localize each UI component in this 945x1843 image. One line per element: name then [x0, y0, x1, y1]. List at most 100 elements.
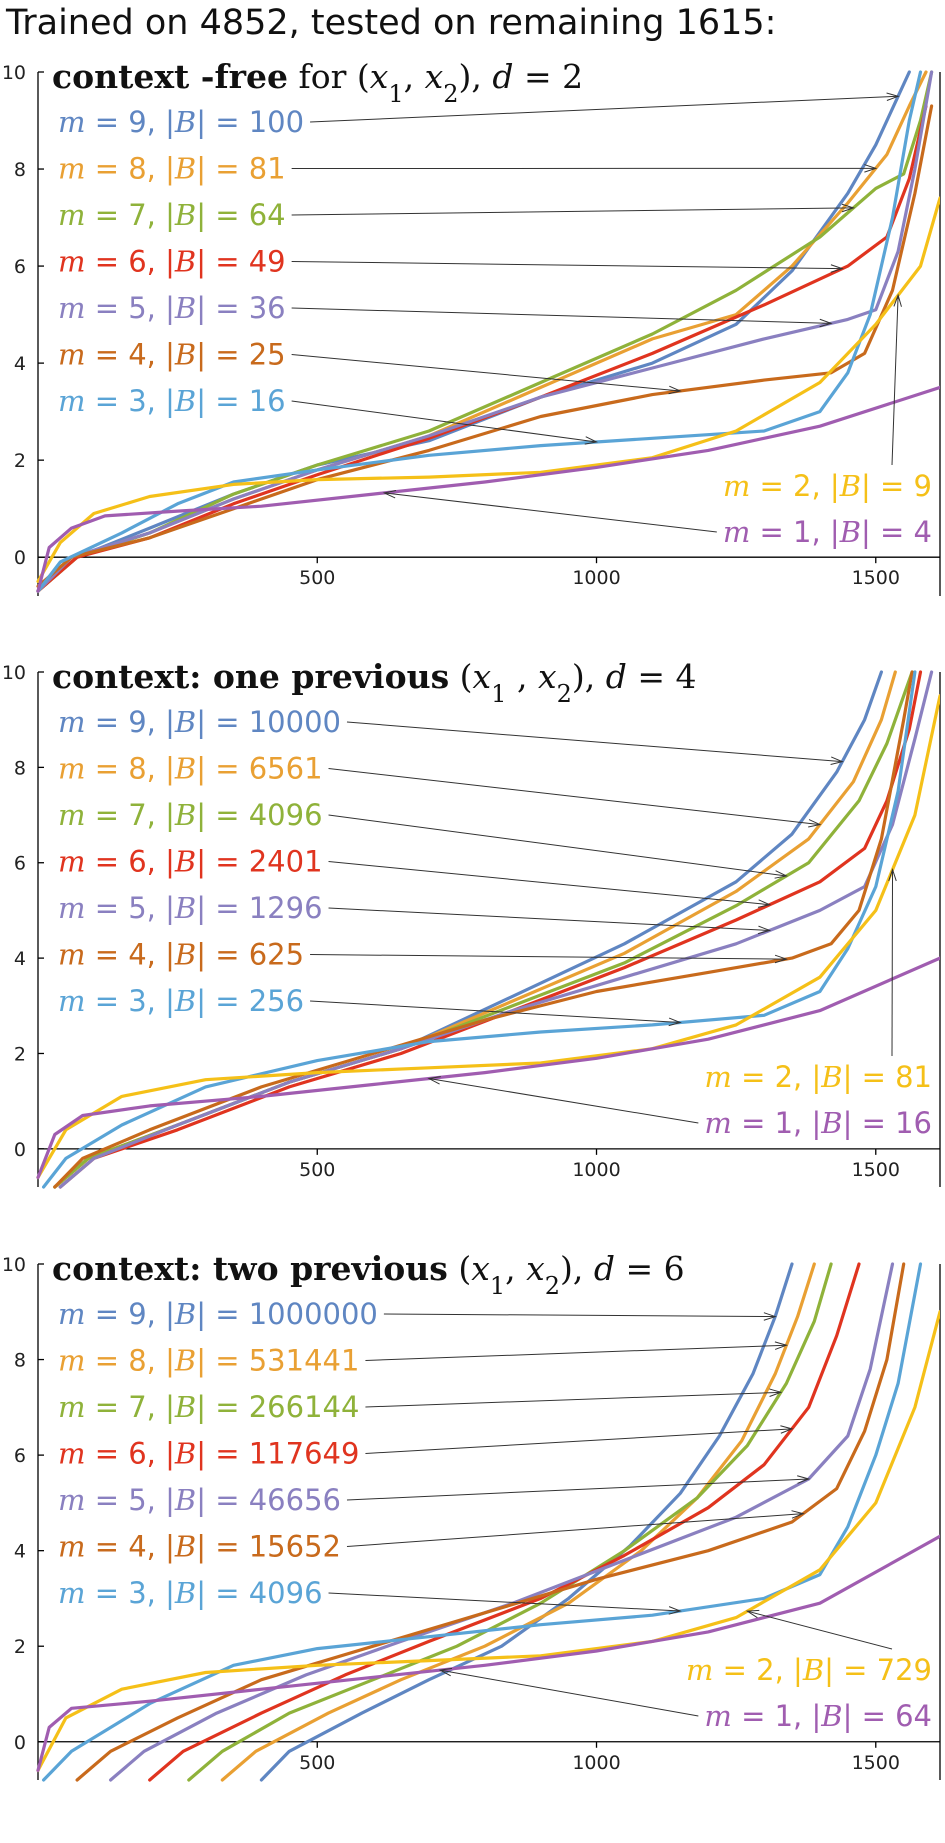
series-group	[36, 1262, 940, 1782]
panel-title: context: two previous (x1, x2), d = 6	[52, 1249, 685, 1300]
legend-label-m1: m = 1, |B| = 16	[704, 1106, 932, 1140]
figure-title: Trained on 4852, tested on remaining 161…	[5, 3, 776, 43]
pointer-line	[291, 400, 597, 443]
pointer-line	[291, 261, 843, 270]
legend-label-m2: m = 2, |B| = 9	[723, 469, 932, 503]
legend-label-m7: m = 7, |B| = 266144	[58, 1390, 359, 1424]
pointer-line	[310, 1000, 681, 1023]
legend-labels: m = 9, |B| = 100 m = 8, |B| = 81 m = 7, |B…	[58, 105, 932, 549]
pointer-line	[365, 1428, 793, 1454]
pointer-arrowhead	[780, 1425, 794, 1434]
y-tick-label: 10	[2, 662, 26, 684]
legend-label-m1: m = 1, |B| = 4	[723, 515, 932, 549]
pointer-arrowhead	[769, 1388, 783, 1397]
legend-label-m7: m = 7, |B| = 4096	[58, 798, 323, 832]
pointer-arrowhead	[797, 1475, 811, 1484]
y-tick-label: 6	[14, 853, 26, 875]
pointer-line	[310, 95, 899, 123]
y-tick-label: 10	[2, 62, 26, 84]
panel-title: context -free for (x1, x2), d = 2	[52, 57, 583, 108]
pointer-arrowhead	[841, 203, 856, 213]
pointer-line	[291, 207, 854, 216]
y-tick-label: 6	[14, 256, 26, 278]
x-tick-label: 1500	[852, 1159, 900, 1181]
legend-label-m4: m = 4, |B| = 15652	[58, 1530, 341, 1564]
y-tick-label: 6	[14, 1445, 26, 1467]
pointer-line	[383, 1313, 776, 1318]
y-tick-label: 10	[2, 1254, 26, 1276]
pointer-arrowhead	[382, 489, 397, 499]
series-line-m5	[58, 670, 934, 1189]
pointer-line	[346, 1513, 804, 1547]
series-line-m4	[53, 670, 914, 1189]
legend-label-m3: m = 3, |B| = 256	[58, 984, 304, 1018]
pointer-line	[747, 1610, 893, 1650]
y-tick-label: 0	[14, 547, 26, 569]
pointer-arrowhead	[791, 1510, 805, 1519]
y-tick-label: 0	[14, 1732, 26, 1754]
pointer-arrowhead	[757, 925, 772, 935]
pointer-arrows	[328, 1312, 893, 1717]
pointer-line	[291, 307, 832, 324]
legend-label-m4: m = 4, |B| = 625	[58, 938, 304, 972]
pointer-arrowhead	[668, 385, 682, 395]
pointer-arrowhead	[819, 318, 833, 328]
series-line-m6	[58, 670, 923, 1189]
pointer-arrows	[310, 721, 897, 1124]
series-line-m3	[42, 670, 917, 1189]
legend-label-m9: m = 9, |B| = 1000000	[58, 1297, 378, 1331]
legend-label-m6: m = 6, |B| = 117649	[58, 1437, 359, 1471]
legend-label-m8: m = 8, |B| = 6561	[58, 752, 323, 786]
x-tick-label: 500	[299, 1752, 335, 1774]
pointer-arrowhead	[864, 164, 878, 173]
panel-title: context: one previous (x1 , x2), d = 4	[52, 657, 696, 708]
y-tick-label: 8	[14, 159, 26, 181]
pointer-arrowhead	[584, 436, 599, 445]
x-tick-label: 1500	[852, 567, 900, 589]
series-line-m2	[36, 694, 940, 1180]
pointer-line	[365, 1344, 787, 1361]
legend-label-m6: m = 6, |B| = 49	[58, 245, 286, 279]
series-line-m5	[109, 1262, 895, 1782]
y-tick-label: 4	[14, 948, 26, 970]
x-tick-label: 1500	[852, 1752, 900, 1774]
pointer-line	[365, 1391, 781, 1408]
pointer-arrowhead	[830, 264, 844, 273]
x-tick-label: 500	[299, 1159, 335, 1181]
legend-labels: m = 9, |B| = 10000 m = 8, |B| = 6561 m = 7…	[58, 705, 932, 1140]
legend-label-m3: m = 3, |B| = 4096	[58, 1576, 323, 1610]
legend-label-m5: m = 5, |B| = 46656	[58, 1483, 341, 1517]
legend-label-m8: m = 8, |B| = 81	[58, 152, 286, 186]
series-line-m1	[36, 956, 940, 1180]
x-tick-label: 1000	[572, 1752, 620, 1774]
legend-label-m3: m = 3, |B| = 16	[58, 384, 286, 418]
series-group	[36, 70, 940, 593]
legend-label-m1: m = 1, |B| = 64	[704, 1699, 932, 1733]
pointer-arrowhead	[830, 756, 844, 765]
series-line-m3	[42, 1262, 923, 1782]
legend-label-m9: m = 9, |B| = 10000	[58, 705, 341, 739]
series-line-m4	[36, 104, 934, 588]
legend-label-m2: m = 2, |B| = 729	[686, 1653, 932, 1687]
pointer-arrowhead	[757, 899, 772, 908]
legend-label-m6: m = 6, |B| = 2401	[58, 845, 323, 879]
y-tick-label: 4	[14, 353, 26, 375]
legend-label-m5: m = 5, |B| = 1296	[58, 891, 323, 925]
y-tick-label: 2	[14, 1636, 26, 1658]
series-group	[36, 670, 940, 1189]
panel-3: 500 1000 1500 0 2 4 6 8 10 context: two previous …	[2, 1249, 941, 1782]
series-line-m3	[36, 70, 923, 593]
legend-label-m8: m = 8, |B| = 531441	[58, 1344, 359, 1378]
series-line-m2	[36, 1310, 940, 1772]
legend-label-m9: m = 9, |B| = 100	[58, 105, 304, 139]
x-tick-label: 1000	[572, 1159, 620, 1181]
pointer-line	[328, 907, 770, 931]
series-line-m1	[36, 385, 940, 593]
y-tick-label: 8	[14, 1350, 26, 1372]
pointer-line	[440, 1669, 699, 1717]
panel-2: 500 1000 1500 0 2 4 6 8 10 context: one previous …	[2, 657, 941, 1189]
pointer-line	[328, 768, 820, 826]
y-tick-label: 2	[14, 450, 26, 472]
pointer-arrowhead	[427, 1076, 441, 1085]
y-tick-label: 8	[14, 757, 26, 779]
